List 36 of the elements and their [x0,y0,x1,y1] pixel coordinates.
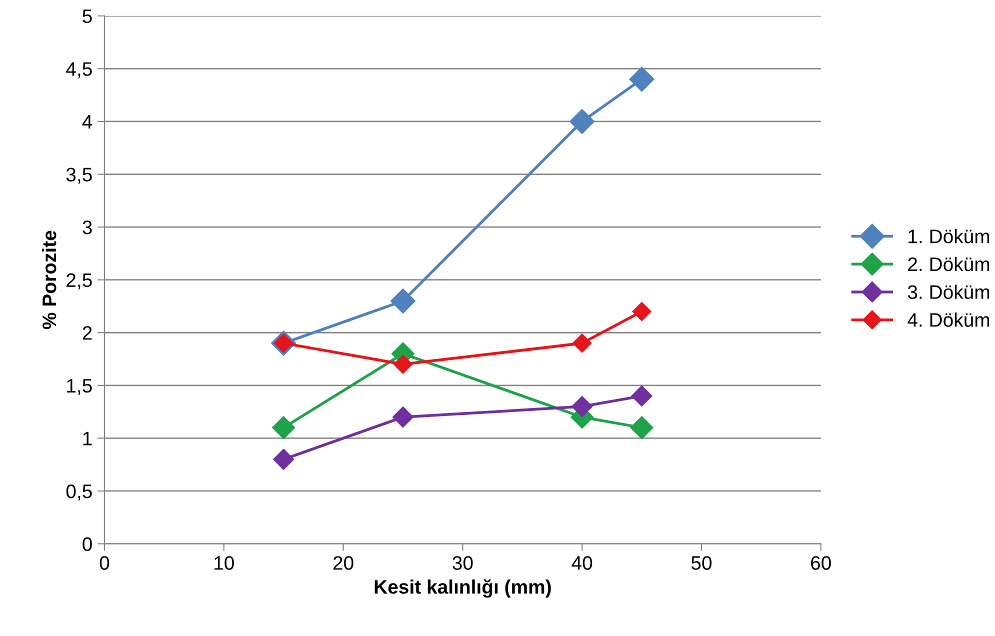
y-tick-label: 1 [83,432,92,446]
point [572,334,592,353]
x-axis-title: Kesit kalınlığı (mm) [374,579,551,598]
y-tick-label: 0 [82,537,92,552]
y-tick-label: 5 [82,10,92,24]
point [572,396,593,418]
x-tick-label: 20 [333,556,354,570]
legend-label: 3. Döküm [908,284,990,299]
y-tick-label: 3 [82,220,92,234]
x-tick-label: 30 [452,556,473,570]
x-tick-label: 50 [691,556,712,570]
point [392,406,414,428]
point [632,302,652,322]
y-tick-label: 2 [82,326,92,340]
point [273,448,294,470]
y-tick-label: 3,5 [66,168,92,184]
legend-label: 1. Döküm [908,229,990,244]
y-tick-label: 0,5 [66,484,92,501]
x-tick-label: 10 [214,556,234,570]
y-tick-label: 4,5 [66,62,92,78]
point [393,354,413,374]
legend-label: 2. Döküm [908,256,990,272]
y-axis-title: % Porozite [42,230,56,330]
y-tick-label: 1,5 [67,379,92,395]
y-tick-label: 4 [82,115,92,129]
y-tick-label: 2,5 [66,273,92,290]
point [390,288,416,314]
point [629,66,654,92]
x-tick-label: 0 [100,556,110,570]
legend-label: 4. Döküm [908,312,990,327]
point [570,108,595,134]
point [631,385,652,406]
point [630,416,654,440]
x-tick-label: 40 [572,556,592,570]
point [272,416,296,440]
x-tick-label: 60 [811,556,831,570]
